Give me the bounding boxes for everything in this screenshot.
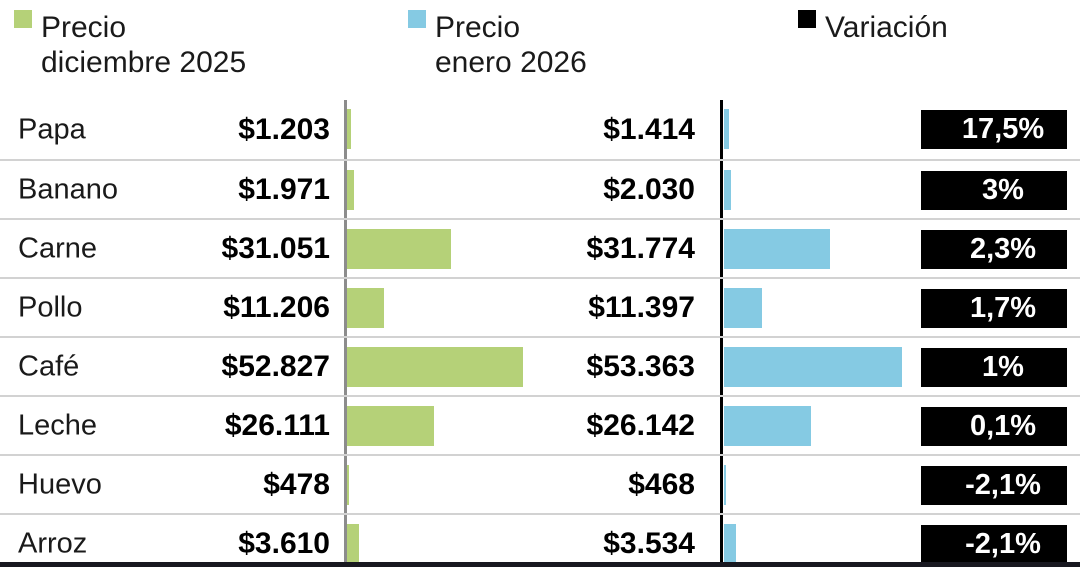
item-label: Huevo	[18, 468, 102, 500]
legend-label-line2: enero 2026	[435, 46, 587, 79]
bar-december	[347, 109, 351, 149]
variation-badge: 1%	[921, 348, 1067, 387]
price-january: $468	[628, 467, 695, 501]
bar-january	[724, 347, 902, 387]
item-label: Leche	[18, 409, 98, 441]
price-january: $3.534	[603, 526, 695, 560]
legend-label-line1: Precio	[435, 11, 521, 44]
bar-january	[724, 109, 729, 149]
price-january: $1.414	[603, 112, 695, 146]
legend-label-line1: Variación	[825, 11, 948, 44]
bar-december	[347, 406, 435, 446]
bar-december	[347, 347, 524, 387]
legend-label-precio-enero: Precio enero 2026	[435, 10, 587, 80]
legend-label-line1: Precio	[41, 11, 127, 44]
item-label: Café	[18, 350, 80, 382]
bar-january	[724, 465, 726, 505]
price-january: $11.397	[588, 290, 695, 324]
price-december: $26.111	[224, 408, 330, 442]
price-december: $31.051	[221, 231, 330, 265]
item-label: Pollo	[18, 291, 83, 323]
table-row: Pollo $11.206 $11.397 1,7%	[0, 277, 1080, 336]
bar-december	[347, 229, 451, 269]
legend-item-variacion: Variación	[798, 10, 948, 45]
legend-swatch-green-icon	[14, 10, 32, 28]
price-january: $2.030	[603, 172, 695, 206]
bar-january	[724, 524, 736, 564]
price-january: $53.363	[586, 349, 695, 383]
table-row: Leche $26.111 $26.142 0,1%	[0, 395, 1080, 454]
bar-december	[347, 465, 349, 505]
table-row: Banano $1.971 $2.030 3%	[0, 159, 1080, 218]
legend-label-precio-diciembre: Precio diciembre 2025	[41, 10, 246, 80]
item-label: Carne	[18, 232, 97, 264]
table-row: Huevo $478 $468 -2,1%	[0, 454, 1080, 513]
legend-label-variacion: Variación	[825, 10, 948, 45]
axis-line-december	[344, 100, 347, 567]
price-december: $1.971	[238, 172, 330, 206]
variation-badge: 2,3%	[921, 230, 1067, 269]
table-row: Café $52.827 $53.363 1%	[0, 336, 1080, 395]
bar-january	[724, 229, 830, 269]
table-row: Carne $31.051 $31.774 2,3%	[0, 218, 1080, 277]
price-december: $52.827	[221, 349, 330, 383]
variation-badge: -2,1%	[921, 466, 1067, 505]
bar-january	[724, 406, 812, 446]
bottom-edge-bar	[0, 562, 1080, 567]
item-label: Banano	[18, 173, 118, 205]
bar-january	[724, 170, 731, 210]
legend-swatch-black-icon	[798, 10, 816, 28]
bar-december	[347, 288, 385, 328]
item-label: Papa	[18, 113, 86, 145]
price-january: $31.774	[586, 231, 695, 265]
variation-badge: 17,5%	[921, 110, 1067, 149]
table-row: Arroz $3.610 $3.534 -2,1%	[0, 513, 1080, 567]
price-december: $11.206	[223, 290, 330, 324]
bar-december	[347, 524, 359, 564]
price-december: $478	[263, 467, 330, 501]
legend-item-precio-enero: Precio enero 2026	[408, 10, 587, 80]
variation-badge: 1,7%	[921, 289, 1067, 328]
price-january: $26.142	[586, 408, 695, 442]
variation-badge: 0,1%	[921, 407, 1067, 446]
bar-december	[347, 170, 354, 210]
legend-swatch-blue-icon	[408, 10, 426, 28]
price-december: $3.610	[238, 526, 330, 560]
price-december: $1.203	[238, 112, 330, 146]
variation-badge: 3%	[921, 171, 1067, 210]
bar-january	[724, 288, 762, 328]
price-table: Papa $1.203 $1.414 17,5% Banano $1.971 $2.030 3…	[0, 100, 1080, 567]
item-label: Arroz	[18, 527, 88, 559]
legend-label-line2: diciembre 2025	[41, 46, 247, 79]
legend-item-precio-diciembre: Precio diciembre 2025	[14, 10, 246, 80]
axis-line-january	[720, 100, 723, 567]
variation-badge: -2,1%	[921, 525, 1067, 564]
table-row: Papa $1.203 $1.414 17,5%	[0, 100, 1080, 159]
